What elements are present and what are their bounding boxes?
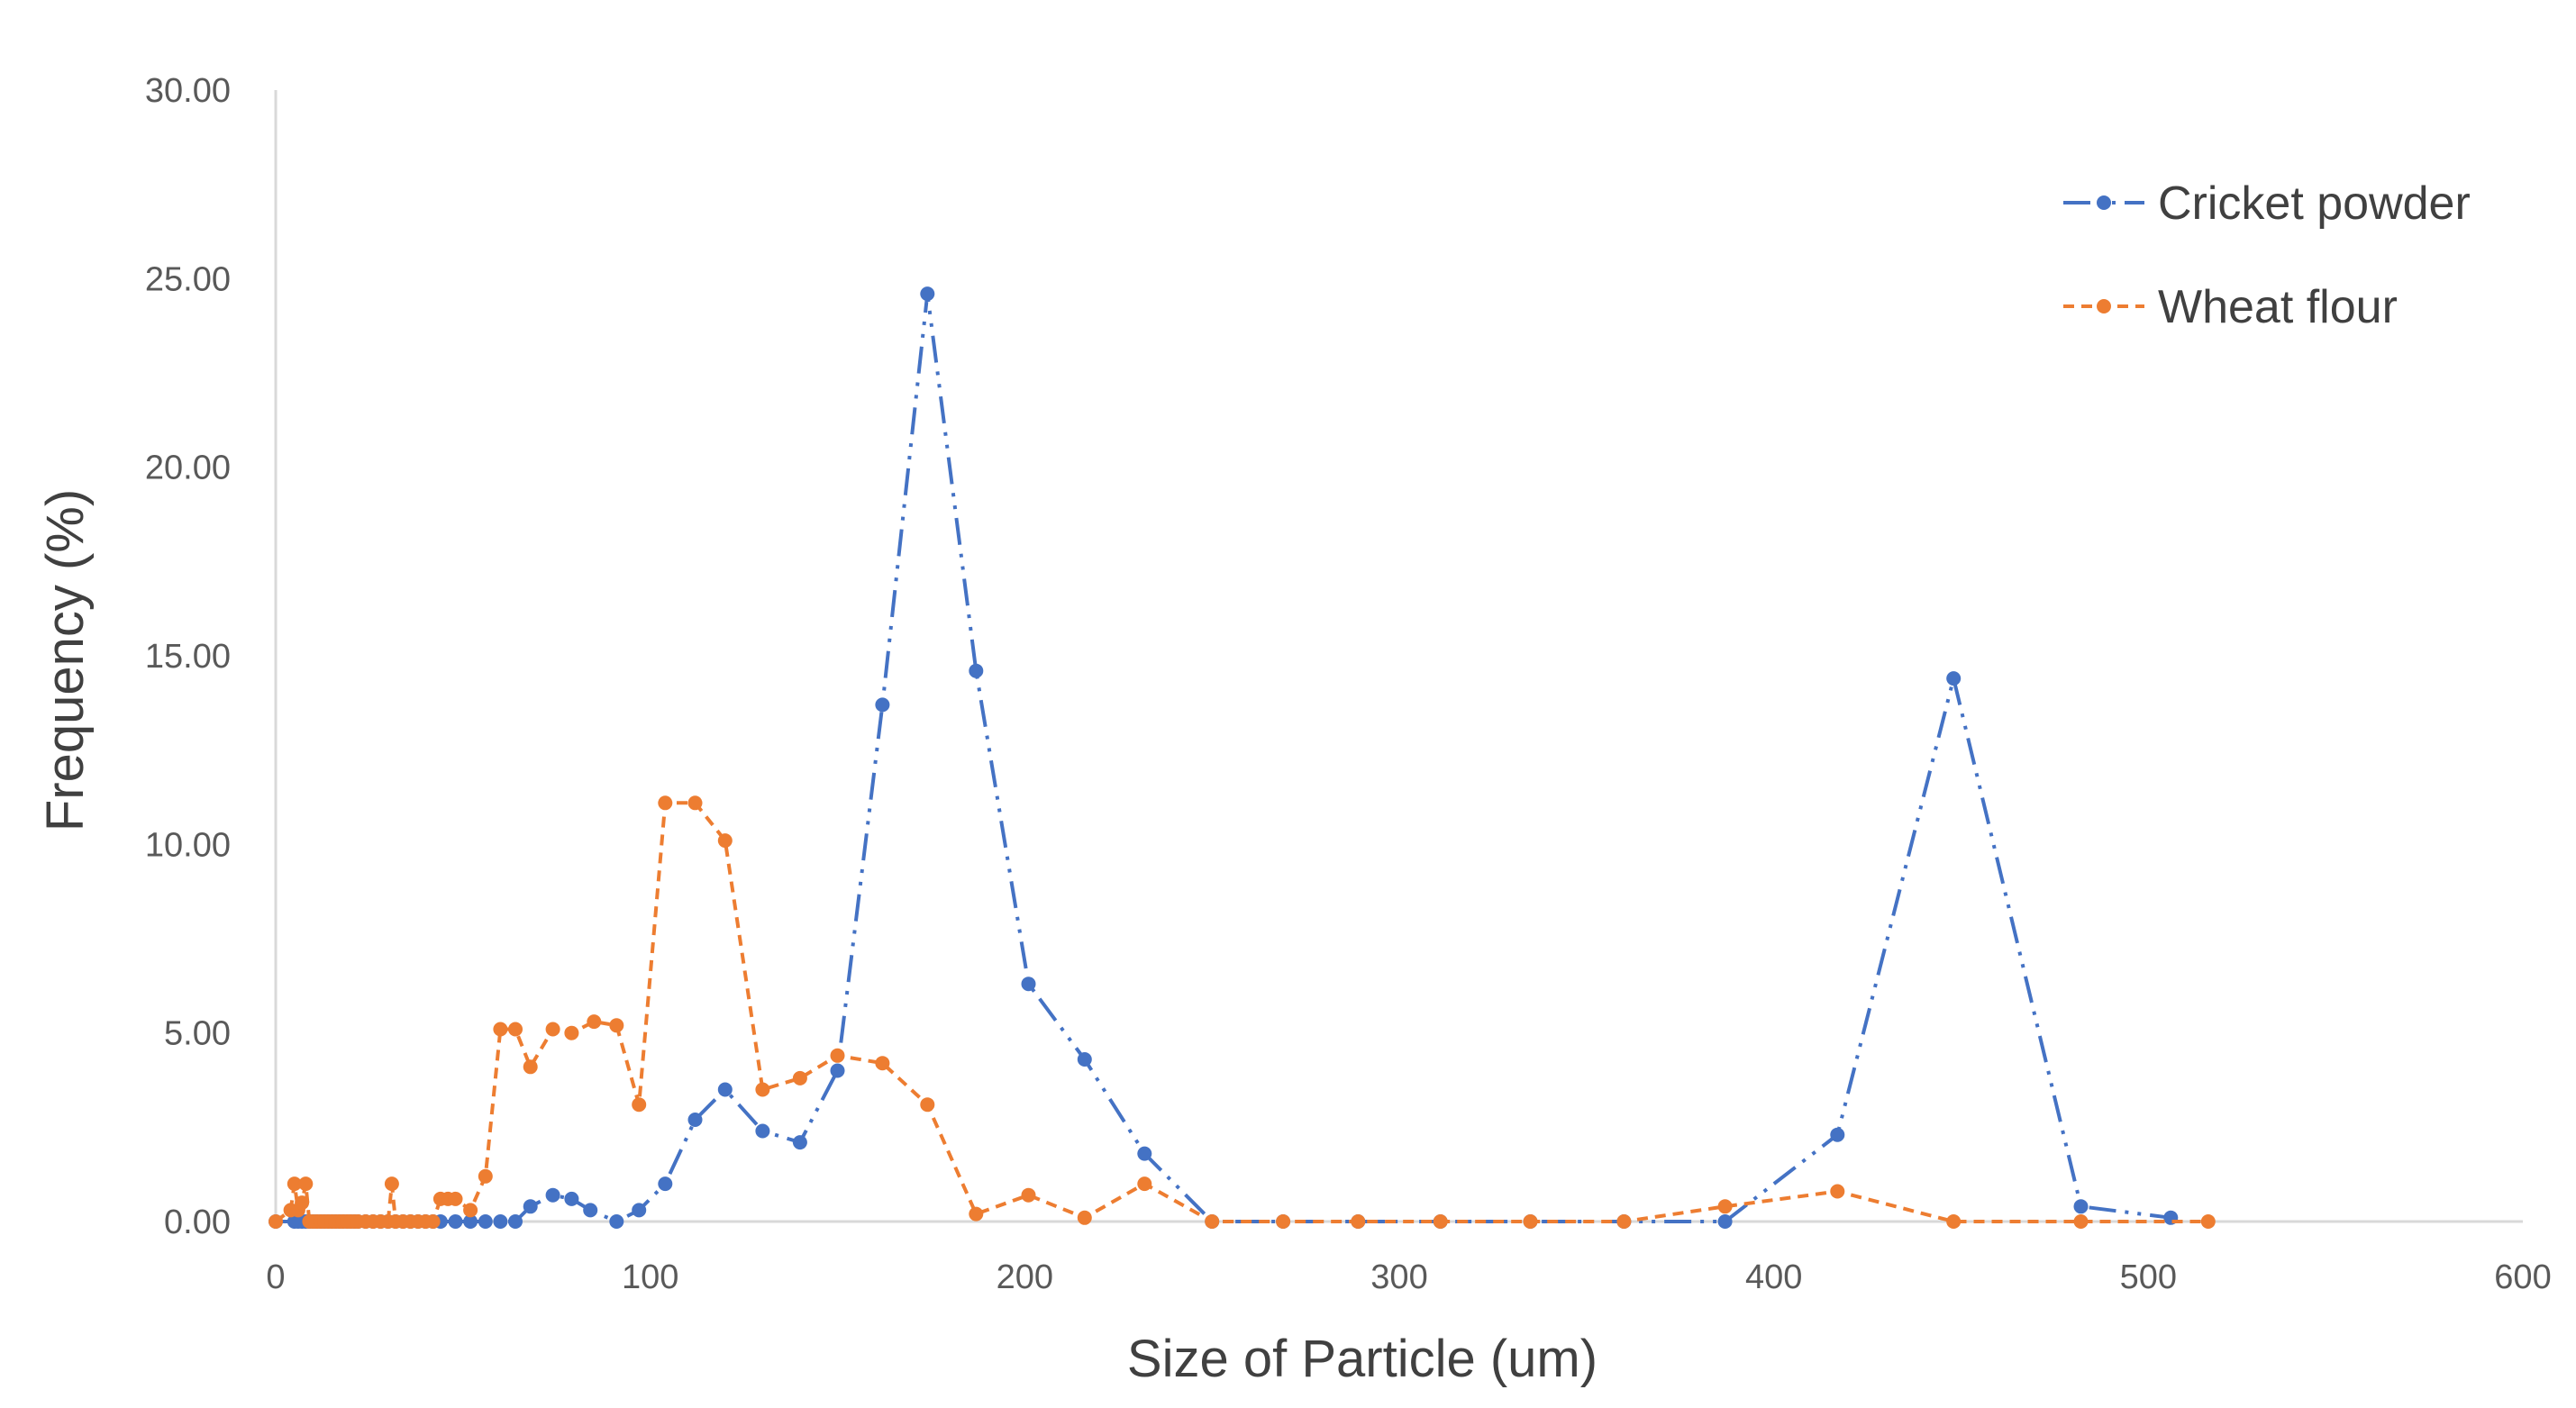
legend: Cricket powder Wheat flour (2063, 177, 2471, 333)
data-point-wheat-flour (1523, 1214, 1538, 1229)
data-point-cricket-powder (508, 1214, 523, 1229)
legend-label: Wheat flour (2158, 281, 2398, 333)
y-tick-label: 5.00 (164, 1015, 231, 1053)
data-point-wheat-flour (1946, 1214, 1962, 1229)
data-point-wheat-flour (1351, 1214, 1366, 1229)
data-point-wheat-flour (587, 1014, 602, 1030)
data-point-wheat-flour (1137, 1176, 1152, 1192)
data-point-wheat-flour (1077, 1210, 1092, 1225)
series-cricket-powder (269, 286, 2179, 1229)
series-layer (269, 286, 2216, 1229)
data-point-wheat-flour (875, 1056, 890, 1071)
data-point-wheat-flour (1205, 1214, 1220, 1229)
data-point-wheat-flour (295, 1195, 310, 1211)
data-point-wheat-flour (1433, 1214, 1448, 1229)
y-tick-label: 0.00 (164, 1204, 231, 1241)
data-point-cricket-powder (478, 1214, 493, 1229)
x-tick-label: 0 (266, 1258, 285, 1296)
series-wheat-flour (269, 795, 2216, 1229)
data-point-wheat-flour (463, 1203, 478, 1218)
x-tick-label: 500 (2120, 1258, 2177, 1296)
data-point-cricket-powder (1077, 1052, 1092, 1067)
data-point-wheat-flour (1616, 1214, 1632, 1229)
data-point-cricket-powder (463, 1214, 478, 1229)
data-point-cricket-powder (1946, 671, 1962, 686)
data-point-cricket-powder (632, 1203, 647, 1218)
data-point-cricket-powder (564, 1191, 579, 1206)
y-axis: 0.00 5.00 10.00 15.00 20.00 25.00 30.00 (145, 72, 278, 1241)
x-axis: 0 100 200 300 400 500 600 (266, 1220, 2552, 1296)
y-tick-label: 10.00 (145, 826, 231, 864)
data-point-cricket-powder (1021, 977, 1036, 992)
x-axis-title: Size of Particle (um) (1127, 1330, 1597, 1388)
data-point-cricket-powder (448, 1214, 463, 1229)
data-point-wheat-flour (508, 1022, 523, 1037)
data-point-wheat-flour (687, 795, 703, 811)
data-point-wheat-flour (830, 1048, 845, 1063)
y-tick-label: 15.00 (145, 638, 231, 676)
data-point-cricket-powder (920, 286, 935, 302)
data-point-cricket-powder (875, 697, 890, 713)
data-point-wheat-flour (384, 1176, 399, 1192)
data-point-cricket-powder (2073, 1199, 2089, 1214)
data-point-wheat-flour (969, 1206, 984, 1222)
x-tick-label: 100 (622, 1258, 678, 1296)
data-point-wheat-flour (658, 795, 673, 811)
data-point-wheat-flour (493, 1022, 508, 1037)
data-point-wheat-flour (1276, 1214, 1291, 1229)
data-point-wheat-flour (269, 1214, 283, 1229)
data-point-wheat-flour (1021, 1187, 1036, 1203)
y-tick-label: 30.00 (145, 72, 231, 110)
x-tick-label: 300 (1370, 1258, 1427, 1296)
data-point-wheat-flour (792, 1070, 807, 1086)
data-point-cricket-powder (609, 1214, 624, 1229)
data-point-wheat-flour (564, 1025, 579, 1040)
data-point-wheat-flour (287, 1176, 302, 1192)
data-point-wheat-flour (545, 1022, 560, 1037)
data-point-cricket-powder (1830, 1127, 1845, 1142)
data-point-wheat-flour (425, 1214, 441, 1229)
data-point-wheat-flour (298, 1176, 314, 1192)
data-point-wheat-flour (920, 1097, 935, 1113)
x-tick-label: 400 (1745, 1258, 1802, 1296)
data-point-cricket-powder (717, 1082, 733, 1097)
data-point-wheat-flour (1830, 1184, 1845, 1199)
x-tick-label: 600 (2494, 1258, 2551, 1296)
data-point-cricket-powder (755, 1123, 770, 1139)
legend-swatch-marker (2097, 195, 2111, 210)
data-point-wheat-flour (2200, 1214, 2216, 1229)
data-point-wheat-flour (609, 1018, 624, 1033)
x-tick-label: 200 (997, 1258, 1053, 1296)
data-point-wheat-flour (632, 1097, 647, 1113)
data-point-cricket-powder (792, 1135, 807, 1150)
data-point-cricket-powder (969, 663, 984, 678)
legend-item-cricket-powder: Cricket powder (2063, 177, 2471, 230)
data-point-cricket-powder (1717, 1214, 1733, 1229)
data-point-wheat-flour (755, 1082, 770, 1097)
data-point-cricket-powder (830, 1063, 845, 1078)
legend-swatch-marker (2097, 299, 2111, 313)
legend-label: Cricket powder (2158, 177, 2471, 230)
data-point-cricket-powder (523, 1199, 538, 1214)
data-point-wheat-flour (523, 1059, 538, 1075)
y-tick-label: 20.00 (145, 450, 231, 487)
series-line-wheat-flour (274, 801, 2208, 1223)
data-point-wheat-flour (717, 833, 733, 849)
data-point-cricket-powder (493, 1214, 508, 1229)
y-tick-label: 25.00 (145, 260, 231, 298)
data-point-wheat-flour (448, 1191, 463, 1206)
data-point-wheat-flour (2073, 1214, 2089, 1229)
data-point-wheat-flour (1717, 1199, 1733, 1214)
data-point-wheat-flour (478, 1168, 493, 1184)
data-point-cricket-powder (658, 1176, 673, 1192)
series-line-cricket-powder (276, 292, 2171, 1223)
data-point-cricket-powder (687, 1113, 703, 1127)
data-point-cricket-powder (545, 1187, 560, 1203)
y-axis-title: Frequency (%) (36, 489, 95, 831)
legend-item-wheat-flour: Wheat flour (2063, 281, 2398, 333)
data-point-cricket-powder (1137, 1146, 1152, 1161)
data-point-cricket-powder (583, 1203, 598, 1218)
